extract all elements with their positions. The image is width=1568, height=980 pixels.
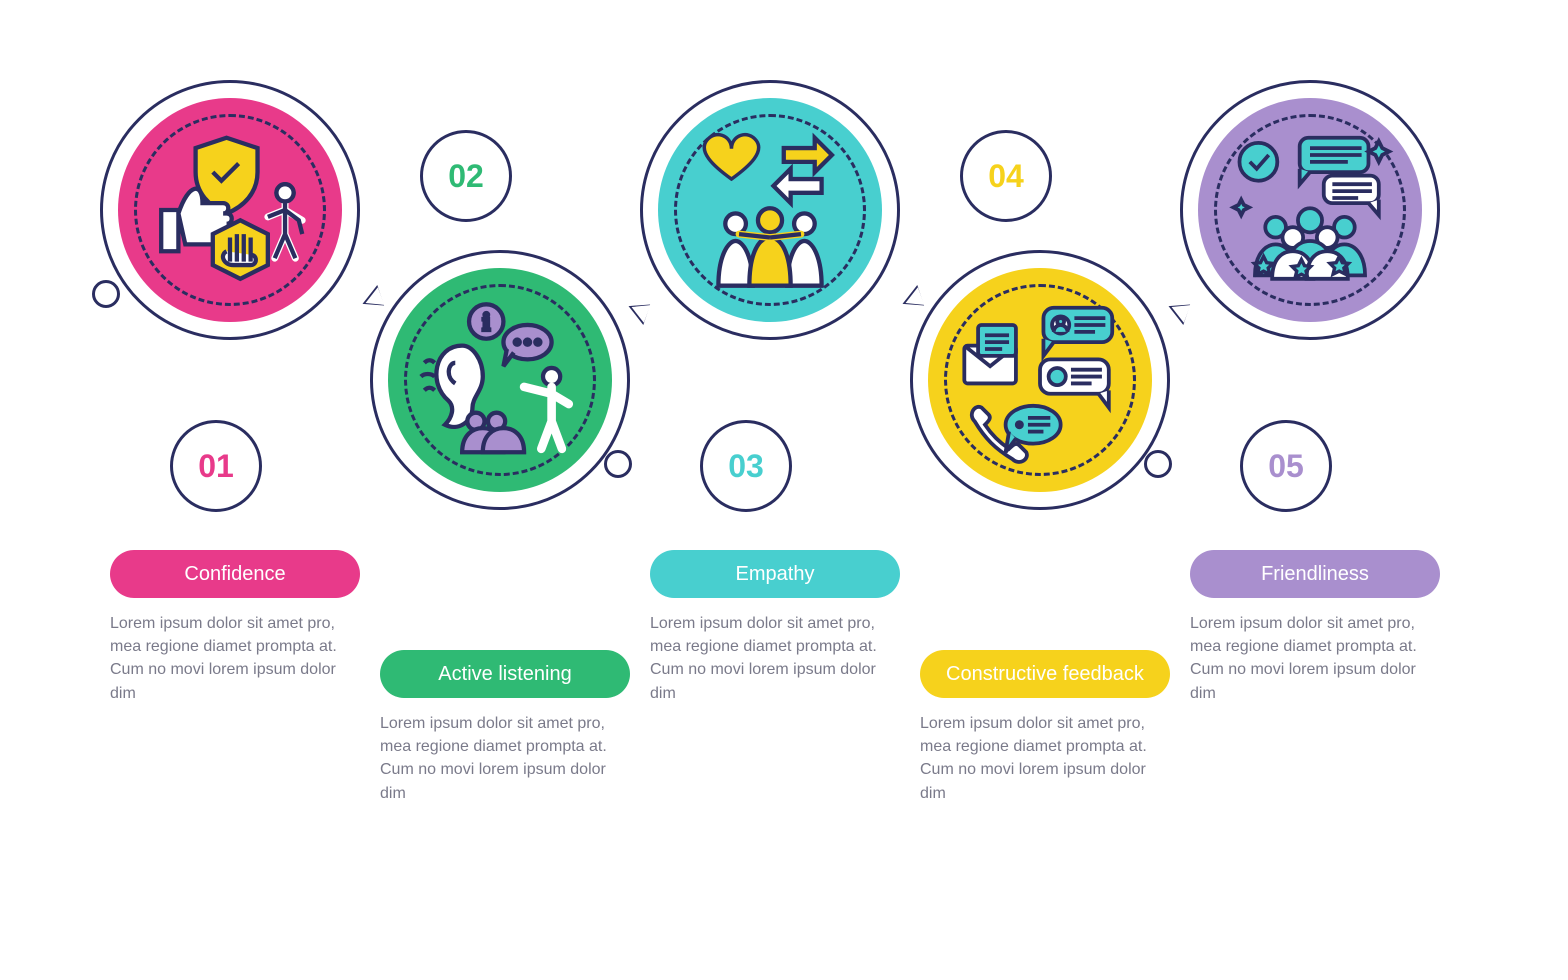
empathy-icon — [684, 124, 856, 296]
step-3-title: Empathy — [650, 550, 900, 598]
step-5-number: 05 — [1240, 420, 1332, 512]
step-2-text: Active listening Lorem ipsum dolor sit a… — [380, 650, 630, 805]
step-1-title: Confidence — [110, 550, 360, 598]
step-4 — [910, 250, 1170, 510]
svg-text:i: i — [483, 310, 490, 336]
step-3-number: 03 — [700, 420, 792, 512]
step-4-title: Constructive feedback — [920, 650, 1170, 698]
step-4-circle — [910, 250, 1170, 510]
listening-icon: i — [414, 294, 586, 466]
step-3-text: Empathy Lorem ipsum dolor sit amet pro, … — [650, 550, 900, 705]
step-3-circle — [640, 80, 900, 340]
step-2: i — [370, 250, 630, 510]
step-2-desc: Lorem ipsum dolor sit amet pro, mea regi… — [380, 712, 620, 805]
step-2-number: 02 — [420, 130, 512, 222]
step-5-title: Friendliness — [1190, 550, 1440, 598]
step-5-desc: Lorem ipsum dolor sit amet pro, mea regi… — [1190, 612, 1430, 705]
step-1-circle — [100, 80, 360, 340]
step-4-number: 04 — [960, 130, 1052, 222]
step-4-desc: Lorem ipsum dolor sit amet pro, mea regi… — [920, 712, 1160, 805]
step-2-title: Active listening — [380, 650, 630, 698]
step-5-circle — [1180, 80, 1440, 340]
connector-dot — [604, 450, 632, 478]
step-5-text: Friendliness Lorem ipsum dolor sit amet … — [1190, 550, 1440, 705]
connector-dot — [1144, 450, 1172, 478]
step-3-desc: Lorem ipsum dolor sit amet pro, mea regi… — [650, 612, 890, 705]
infographic-stage: i — [0, 0, 1568, 980]
step-5 — [1180, 80, 1440, 340]
step-4-text: Constructive feedback Lorem ipsum dolor … — [920, 650, 1170, 805]
friendliness-icon — [1224, 124, 1396, 296]
feedback-icon — [954, 294, 1126, 466]
connector-dot — [92, 280, 120, 308]
confidence-icon — [144, 124, 316, 296]
step-2-circle: i — [370, 250, 630, 510]
step-1-text: Confidence Lorem ipsum dolor sit amet pr… — [110, 550, 360, 705]
step-1-desc: Lorem ipsum dolor sit amet pro, mea regi… — [110, 612, 350, 705]
step-1-number: 01 — [170, 420, 262, 512]
step-3 — [640, 80, 900, 340]
step-1 — [100, 80, 360, 340]
